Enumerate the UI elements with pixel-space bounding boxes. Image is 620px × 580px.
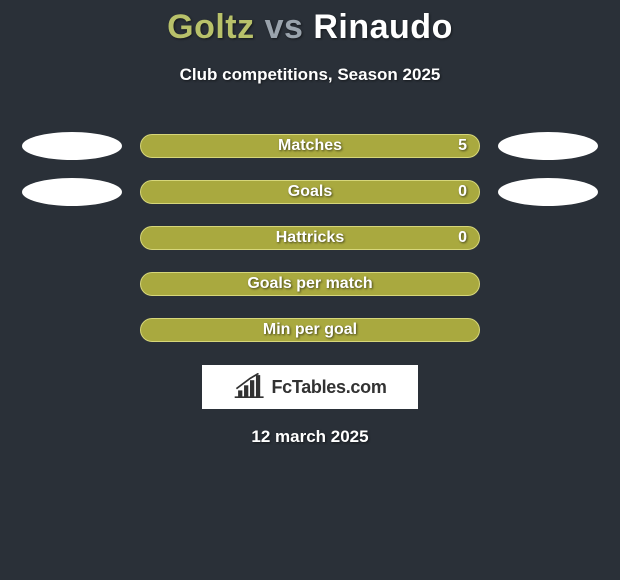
source-logo: FcTables.com [202, 365, 418, 409]
right-ellipse [498, 178, 598, 206]
stat-row: Goals per match [0, 261, 620, 307]
left-ellipse [22, 132, 122, 160]
player2-name: Rinaudo [313, 8, 452, 46]
stat-row: Goals0 [0, 169, 620, 215]
stat-label: Goals per match [141, 275, 479, 293]
comparison-title: Goltz vs Rinaudo [0, 0, 620, 47]
stat-row: Hattricks0 [0, 215, 620, 261]
stat-value: 0 [458, 183, 467, 201]
stat-bar: Matches5 [140, 134, 480, 158]
stat-row: Min per goal [0, 307, 620, 353]
stat-bar: Goals0 [140, 180, 480, 204]
vs-text: vs [265, 8, 304, 46]
date-text: 12 march 2025 [0, 427, 620, 447]
stat-row: Matches5 [0, 123, 620, 169]
stat-bar: Hattricks0 [140, 226, 480, 250]
subtitle: Club competitions, Season 2025 [0, 65, 620, 85]
stats-list: Matches5Goals0Hattricks0Goals per matchM… [0, 123, 620, 353]
chart-icon [233, 373, 267, 401]
stat-label: Min per goal [141, 321, 479, 339]
left-ellipse [22, 178, 122, 206]
player1-name: Goltz [167, 8, 254, 46]
stat-value: 0 [458, 229, 467, 247]
stat-bar: Min per goal [140, 318, 480, 342]
stat-bar: Goals per match [140, 272, 480, 296]
stat-label: Goals [141, 183, 479, 201]
right-ellipse [498, 132, 598, 160]
stat-label: Hattricks [141, 229, 479, 247]
logo-text: FcTables.com [271, 377, 386, 398]
stat-label: Matches [141, 137, 479, 155]
stat-value: 5 [458, 137, 467, 155]
